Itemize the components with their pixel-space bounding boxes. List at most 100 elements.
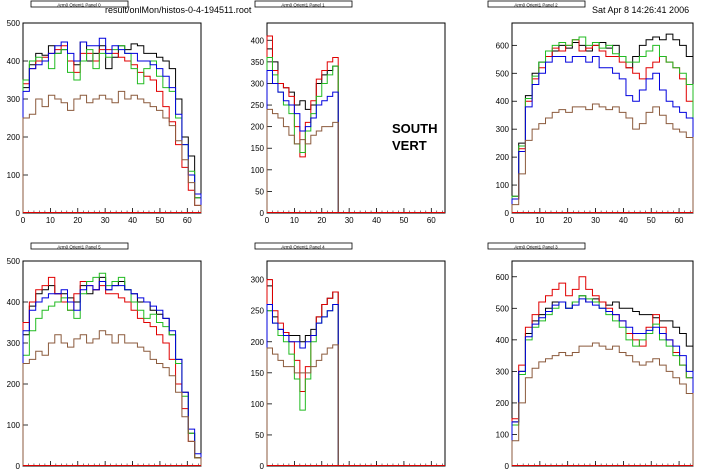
- y-tick-label: 600: [496, 273, 510, 282]
- y-tick-label: 100: [496, 430, 510, 439]
- y-tick-label: 300: [496, 367, 510, 376]
- panel-title: Arm0 Orient1 Panel 4: [281, 244, 325, 249]
- panel-5: Arm0 Orient1 Panel 301020304050600100200…: [487, 242, 694, 469]
- series-green: [22, 272, 202, 466]
- y-tick-label: 0: [16, 209, 21, 218]
- y-tick-label: 200: [496, 153, 510, 162]
- x-tick-label: 10: [535, 216, 544, 225]
- x-tick-label: 30: [591, 216, 600, 225]
- panel-title: Arm0 Orient1 Panel 1: [281, 2, 325, 7]
- y-tick-label: 500: [7, 19, 21, 28]
- y-tick-label: 300: [7, 339, 21, 348]
- y-tick-label: 400: [496, 336, 510, 345]
- x-tick-label: 0: [21, 216, 26, 225]
- panel-2: Arm0 Orient1 Panel 20 10 20 30 40 50 600100200…: [487, 0, 694, 225]
- series-brown: [22, 330, 202, 466]
- panel-1: Arm0 Orient1 Panel 1 0 10 20 30 40 50 60 0 50 100 1…: [251, 0, 446, 225]
- y-tick-label: 0: [505, 209, 510, 218]
- panel-title: Arm0 Orient1 Panel 5: [57, 244, 101, 249]
- series-brown: [22, 90, 202, 213]
- series-red: [22, 45, 202, 213]
- file-path-label: result/onlMon/histos-0-4-194511.root: [105, 5, 252, 15]
- y-tick-label: 250: [251, 307, 265, 316]
- y-tick-label: 0: [260, 462, 265, 469]
- y-tick-label: 400: [251, 36, 265, 45]
- y-tick-label: 200: [496, 399, 510, 408]
- y-tick-label: 400: [7, 298, 21, 307]
- x-tick-label: 0: [510, 216, 515, 225]
- y-tick-label: 300: [251, 79, 265, 88]
- y-tick-label: 0: [16, 462, 21, 469]
- y-tick-label: 600: [496, 41, 510, 50]
- series-brown: [511, 103, 694, 213]
- y-tick-label: 500: [496, 69, 510, 78]
- y-tick-label: 300: [251, 276, 265, 285]
- x-tick-label: 60: [675, 216, 684, 225]
- panel-0: Arm0 Orient1 Panel 0 0 10 20 30 40 50 60 0 100 200…: [7, 0, 202, 225]
- y-tick-label: 500: [7, 257, 21, 266]
- series-red: [22, 276, 202, 466]
- x-tick-label: 40: [128, 216, 137, 225]
- y-tick-label: 100: [496, 181, 510, 190]
- panel-title: Arm0 Orient1 Panel 3: [514, 244, 558, 249]
- x-tick-label: 50: [399, 216, 408, 225]
- panel-title-box: [254, 242, 353, 250]
- series-blue: [22, 37, 202, 213]
- series-black: [22, 41, 202, 213]
- y-tick-label: 400: [496, 97, 510, 106]
- series-blue: [266, 70, 339, 213]
- panel-title: Arm0 Orient1 Panel 2: [514, 2, 558, 7]
- series-blue: [511, 298, 694, 466]
- y-tick-label: 100: [251, 400, 265, 409]
- y-tick-label: 300: [7, 95, 21, 104]
- y-tick-label: 200: [251, 123, 265, 132]
- y-tick-label: 300: [496, 125, 510, 134]
- y-tick-label: 200: [7, 380, 21, 389]
- x-tick-label: 20: [73, 216, 82, 225]
- y-tick-label: 0: [260, 209, 265, 218]
- series-brown: [511, 342, 694, 466]
- series-brown: [266, 344, 339, 466]
- panel-title-box: [30, 242, 129, 250]
- series-red: [511, 276, 694, 466]
- series-green: [22, 45, 202, 213]
- panel-title: Arm0 Orient1 Panel 0: [57, 2, 101, 7]
- series-brown: [266, 108, 339, 213]
- panel-title-box: [487, 242, 586, 250]
- x-tick-label: 60: [427, 216, 436, 225]
- x-tick-label: 60: [183, 216, 192, 225]
- overlay-south: SOUTH: [392, 121, 438, 136]
- x-tick-label: 20: [317, 216, 326, 225]
- y-tick-label: 200: [7, 133, 21, 142]
- x-tick-label: 50: [647, 216, 656, 225]
- x-tick-label: 40: [372, 216, 381, 225]
- y-tick-label: 50: [255, 431, 264, 440]
- series-blue: [22, 281, 202, 466]
- y-tick-label: 50: [255, 187, 264, 196]
- series-blue: [511, 56, 694, 213]
- x-tick-label: 0: [265, 216, 270, 225]
- series-red: [266, 279, 339, 466]
- x-tick-label: 10: [290, 216, 299, 225]
- x-tick-label: 40: [619, 216, 628, 225]
- y-tick-label: 250: [251, 101, 265, 110]
- x-tick-label: 30: [345, 216, 354, 225]
- y-tick-label: 200: [251, 338, 265, 347]
- y-tick-label: 100: [7, 171, 21, 180]
- panel-title-box: [487, 0, 586, 8]
- series-green: [266, 57, 339, 213]
- panel-3: Arm0 Orient1 Panel 501020304050600100200…: [7, 242, 202, 469]
- y-tick-label: 0: [505, 462, 510, 469]
- plot-frame: [266, 260, 446, 467]
- panel-title-box: [254, 0, 353, 8]
- y-tick-label: 350: [251, 58, 265, 67]
- y-tick-label: 500: [496, 304, 510, 313]
- x-tick-label: 10: [46, 216, 55, 225]
- plot-frame: [22, 260, 202, 467]
- y-tick-label: 400: [7, 57, 21, 66]
- date-label: Sat Apr 8 14:26:41 2006: [592, 5, 690, 15]
- y-tick-label: 100: [251, 166, 265, 175]
- panel-title-box: [30, 0, 129, 8]
